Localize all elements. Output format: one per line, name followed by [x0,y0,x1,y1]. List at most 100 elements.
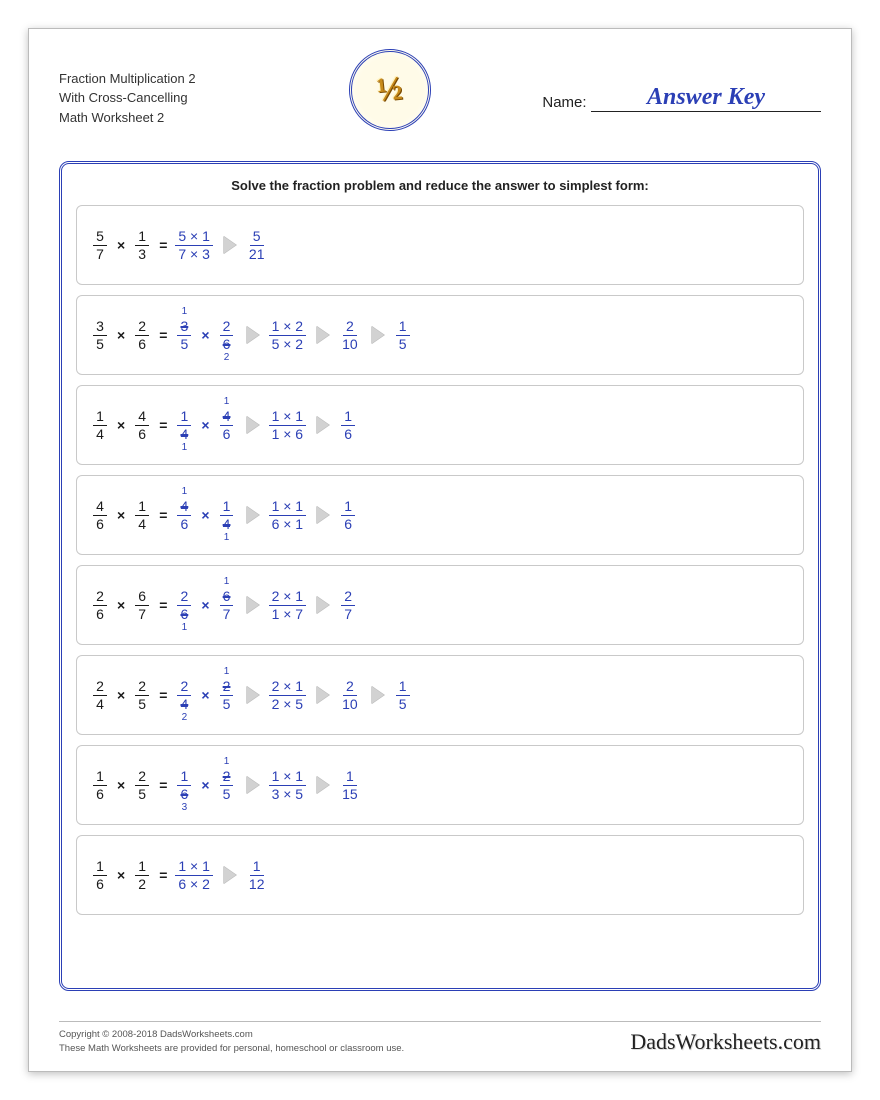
fraction: 15 [394,318,412,351]
fraction: 125 [218,768,236,801]
times-op: × [115,597,127,613]
arrow-icon [223,236,236,254]
fraction: 16 [91,768,109,801]
footer-left: Copyright © 2008-2018 DadsWorksheets.com… [59,1028,404,1055]
arrow-icon [316,326,329,344]
fraction: 1 × 16 × 2 [175,858,213,891]
brand-logo: DadsWorksheets.com [630,1029,821,1055]
fraction: 242 [175,678,193,711]
arrow-icon [316,416,329,434]
header: Fraction Multiplication 2 With Cross-Can… [59,53,821,143]
fraction: 146 [218,408,236,441]
arrow-icon [316,686,329,704]
arrow-icon [246,686,259,704]
problem-row: 57×13=5 × 17 × 3521 [76,205,804,285]
equation: 24 × 25 = 242 × 125 2 × 12 × 5 210 15 [91,678,412,711]
times-op: × [199,597,211,613]
fraction: 46 [133,408,151,441]
fraction: 210 [339,318,361,351]
fraction: 141 [218,498,236,531]
fraction: 67 [133,588,151,621]
title-line-3: Math Worksheet 2 [59,108,309,128]
fraction: 46 [91,498,109,531]
problem-row: 16×25=163×1251 × 13 × 5115 [76,745,804,825]
fraction: 1 × 16 × 1 [269,498,307,531]
fraction: 15 [394,678,412,711]
arrow-icon [246,326,259,344]
equals-op: = [157,687,169,703]
equation: 26×67=261×1672 × 11 × 727 [91,588,357,621]
equation: 46×14=146×1411 × 16 × 116 [91,498,357,531]
problem-row: 35×26=135×2621 × 25 × 221015 [76,295,804,375]
fraction: 2 × 11 × 7 [269,588,307,621]
equals-op: = [157,327,169,343]
equals-op: = [157,417,169,433]
fraction: 146 [175,498,193,531]
problem-row: 14×46=141×1461 × 11 × 616 [76,385,804,465]
fraction-badge-icon: ½ [349,49,431,131]
fraction: 16 [91,858,109,891]
problem-row: 16×12=1 × 16 × 2112 [76,835,804,915]
fraction: 5 × 17 × 3 [175,228,213,261]
equation: 57×13=5 × 17 × 3521 [91,228,267,261]
times-op: × [199,327,211,343]
fraction: 1 × 13 × 5 [269,768,307,801]
arrow-icon [246,596,259,614]
fraction: 262 [218,318,236,351]
times-op: × [199,417,211,433]
fraction: 261 [175,588,193,621]
equals-op: = [157,777,169,793]
arrow-icon [371,326,384,344]
title-line-1: Fraction Multiplication 2 [59,69,309,89]
footer: Copyright © 2008-2018 DadsWorksheets.com… [59,1021,821,1055]
times-op: × [115,687,127,703]
fraction: 27 [339,588,357,621]
times-op: × [115,507,127,523]
fraction: 25 [133,678,151,711]
fraction: 141 [175,408,193,441]
problem-row: 24 × 25 = 242 × 125 2 × 12 × 5 210 15 [76,655,804,735]
fraction: 1 × 25 × 2 [269,318,307,351]
arrow-icon [316,506,329,524]
fraction: 135 [175,318,193,351]
fraction: 14 [133,498,151,531]
arrow-icon [371,686,384,704]
fraction: 167 [218,588,236,621]
fraction: 35 [91,318,109,351]
problems-list: 57×13=5 × 17 × 352135×26=135×2621 × 25 ×… [76,205,804,915]
arrow-icon [246,416,259,434]
times-op: × [199,777,211,793]
fraction: 16 [339,498,357,531]
arrow-icon [223,866,236,884]
problem-row: 26×67=261×1672 × 11 × 727 [76,565,804,645]
badge-text: ½ [375,70,404,110]
fraction: 13 [133,228,151,261]
title-line-2: With Cross-Cancelling [59,88,309,108]
name-line: Answer Key [591,84,821,112]
fraction: 1 × 11 × 6 [269,408,307,441]
footer-note: These Math Worksheets are provided for p… [59,1042,404,1055]
fraction: 125 [218,678,236,711]
worksheet-page: Fraction Multiplication 2 With Cross-Can… [28,28,852,1072]
equation: 14×46=141×1461 × 11 × 616 [91,408,357,441]
equation: 16×12=1 × 16 × 2112 [91,858,267,891]
arrow-icon [316,776,329,794]
equals-op: = [157,507,169,523]
times-op: × [199,687,211,703]
fraction: 521 [246,228,268,261]
arrow-icon [246,506,259,524]
times-op: × [115,417,127,433]
equation: 35×26=135×2621 × 25 × 221015 [91,318,412,351]
equation: 16×25=163×1251 × 13 × 5115 [91,768,361,801]
fraction: 16 [339,408,357,441]
arrow-icon [316,596,329,614]
fraction: 25 [133,768,151,801]
equals-op: = [157,237,169,253]
fraction: 24 [91,678,109,711]
fraction: 2 × 12 × 5 [269,678,307,711]
fraction: 210 [339,678,361,711]
fraction: 12 [133,858,151,891]
name-label: Name: [542,94,586,111]
copyright: Copyright © 2008-2018 DadsWorksheets.com [59,1028,404,1041]
times-op: × [115,867,127,883]
